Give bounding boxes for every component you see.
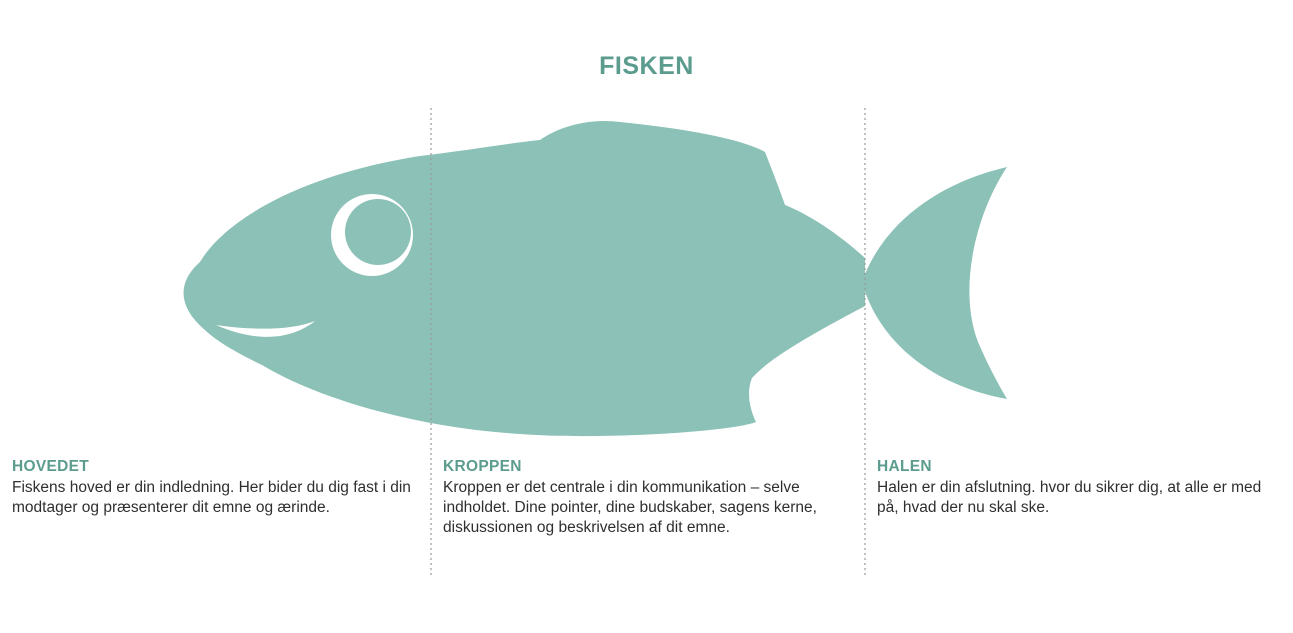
diagram-title: FISKEN [599,52,694,80]
fish-eye-pupil [345,199,411,265]
fish-tail-shape [862,167,1007,399]
section-tail: HALEN Halen er din afslutning. hvor du s… [877,457,1282,518]
section-body-heading: KROPPEN [443,458,522,475]
section-body-text: Kroppen er det centrale i din kommunikat… [443,479,817,536]
section-tail-heading: HALEN [877,458,932,475]
section-head-text: Fiskens hoved er din indledning. Her bid… [12,479,411,516]
fish-body-shape [183,120,865,437]
section-head-heading: HOVEDET [12,458,90,475]
section-head: HOVEDET Fiskens hoved er din indledning.… [12,457,424,518]
section-tail-text: Halen er din afslutning. hvor du sikrer … [877,479,1262,516]
section-body: KROPPEN Kroppen er det centrale i din ko… [443,457,843,538]
fish-mouth-shape [216,321,315,337]
